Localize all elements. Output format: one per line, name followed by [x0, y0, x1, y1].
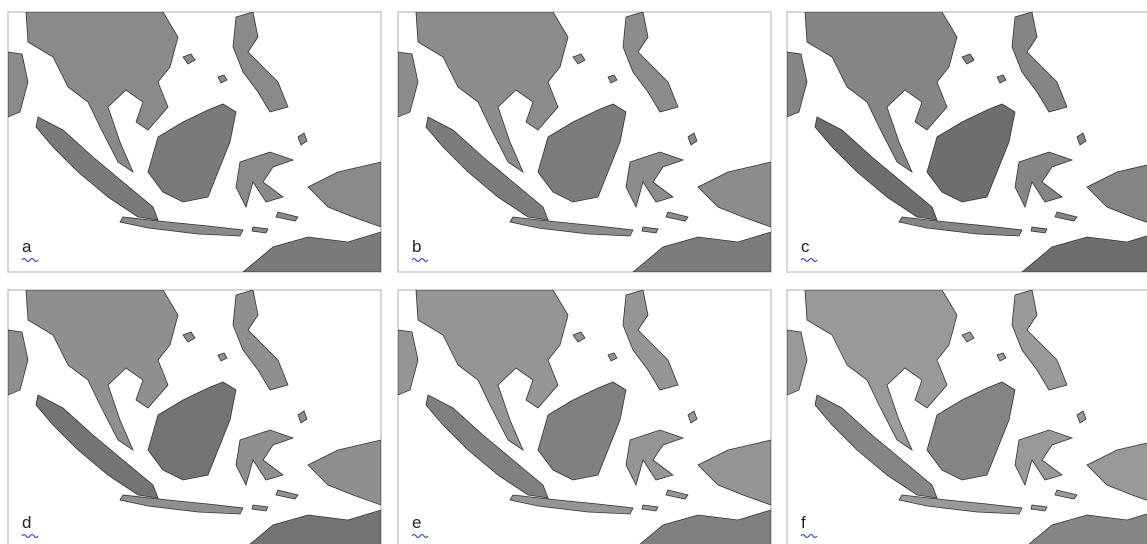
panel: a [8, 12, 381, 272]
panel: f [787, 290, 1147, 544]
panel: c [787, 12, 1147, 272]
panel-label: a [22, 237, 32, 256]
panel-label: e [412, 513, 421, 532]
panel-label: b [412, 237, 421, 256]
panel: d [8, 290, 381, 544]
panel-label: d [22, 513, 31, 532]
panel-label: c [801, 237, 810, 256]
figure: a b c d e f [0, 0, 1147, 544]
page: a b c d e f (() => { const data = JSON.p… [0, 0, 1147, 544]
panel: b [398, 12, 771, 272]
panel-label: f [801, 513, 806, 532]
panel: e [398, 290, 771, 544]
